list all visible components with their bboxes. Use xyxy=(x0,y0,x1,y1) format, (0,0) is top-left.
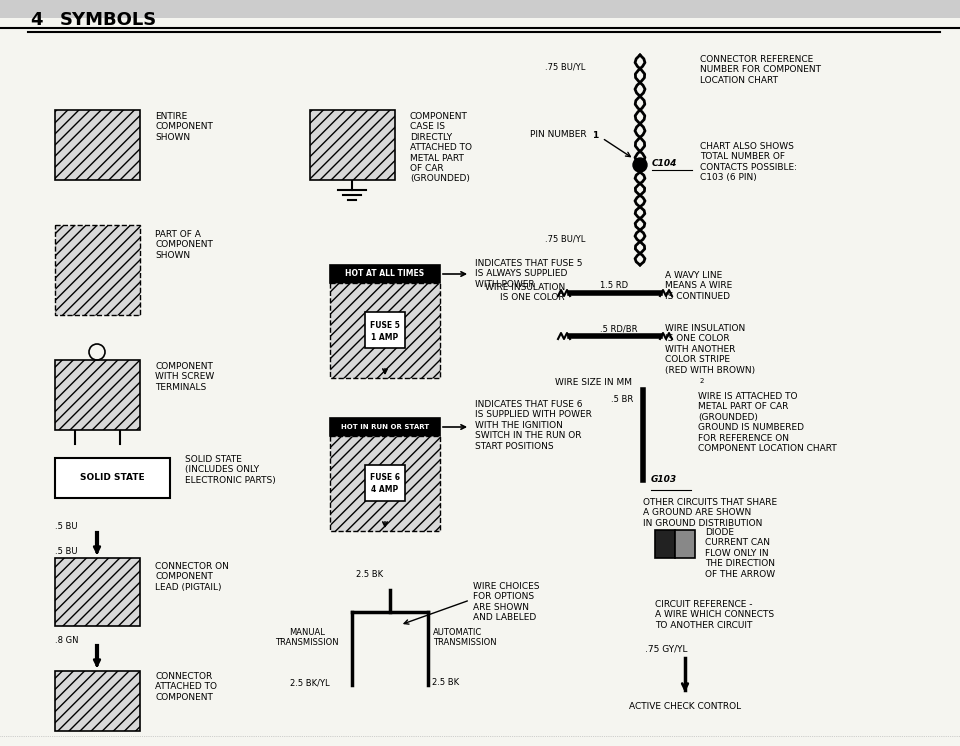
Text: COMPONENT
WITH SCREW
TERMINALS: COMPONENT WITH SCREW TERMINALS xyxy=(155,362,214,392)
Text: SYMBOLS: SYMBOLS xyxy=(60,11,157,29)
Text: SOLID STATE: SOLID STATE xyxy=(80,474,144,483)
Text: .8 GN: .8 GN xyxy=(55,636,79,645)
Text: .5 RD/BR: .5 RD/BR xyxy=(600,324,637,333)
Text: MANUAL
TRANSMISSION: MANUAL TRANSMISSION xyxy=(276,628,339,648)
Text: 1.5 RD: 1.5 RD xyxy=(600,281,628,290)
Text: OTHER CIRCUITS THAT SHARE
A GROUND ARE SHOWN
IN GROUND DISTRIBUTION: OTHER CIRCUITS THAT SHARE A GROUND ARE S… xyxy=(643,498,778,528)
Text: C104: C104 xyxy=(652,158,678,168)
Bar xyxy=(365,465,405,501)
Bar xyxy=(55,558,140,626)
Text: HOT IN RUN OR START: HOT IN RUN OR START xyxy=(341,424,429,430)
Text: WIRE INSULATION
IS ONE COLOR
WITH ANOTHER
COLOR STRIPE
(RED WITH BROWN): WIRE INSULATION IS ONE COLOR WITH ANOTHE… xyxy=(665,324,756,374)
Text: PIN NUMBER: PIN NUMBER xyxy=(530,130,587,139)
Text: WIRE IS ATTACHED TO
METAL PART OF CAR
(GROUNDED)
GROUND IS NUMBERED
FOR REFERENC: WIRE IS ATTACHED TO METAL PART OF CAR (G… xyxy=(698,392,837,453)
Circle shape xyxy=(633,158,647,172)
Text: CHART ALSO SHOWS
TOTAL NUMBER OF
CONTACTS POSSIBLE:
C103 (6 PIN): CHART ALSO SHOWS TOTAL NUMBER OF CONTACT… xyxy=(700,142,797,182)
Bar xyxy=(365,312,405,348)
Text: WIRE SIZE IN MM: WIRE SIZE IN MM xyxy=(555,378,632,387)
Text: AUTOMATIC
TRANSMISSION: AUTOMATIC TRANSMISSION xyxy=(433,628,496,648)
Bar xyxy=(330,265,440,283)
Text: 1 AMP: 1 AMP xyxy=(372,333,398,342)
Text: FUSE 6: FUSE 6 xyxy=(370,474,400,483)
Text: 1: 1 xyxy=(591,131,598,140)
Text: .75 BU/YL: .75 BU/YL xyxy=(544,62,585,71)
Text: 2.5 BK: 2.5 BK xyxy=(356,570,384,579)
Text: CONNECTOR REFERENCE
NUMBER FOR COMPONENT
LOCATION CHART: CONNECTOR REFERENCE NUMBER FOR COMPONENT… xyxy=(700,55,821,85)
Text: INDICATES THAT FUSE 5
IS ALWAYS SUPPLIED
WITH POWER: INDICATES THAT FUSE 5 IS ALWAYS SUPPLIED… xyxy=(475,259,583,289)
Bar xyxy=(330,436,440,531)
Text: .5 BR: .5 BR xyxy=(611,395,633,404)
Text: 4: 4 xyxy=(30,11,42,29)
Bar xyxy=(310,110,395,180)
Text: WIRE INSULATION
IS ONE COLOR: WIRE INSULATION IS ONE COLOR xyxy=(485,283,565,302)
Text: CONNECTOR
ATTACHED TO
COMPONENT: CONNECTOR ATTACHED TO COMPONENT xyxy=(155,672,217,702)
Text: FUSE 5: FUSE 5 xyxy=(370,321,400,330)
Text: .75 GY/YL: .75 GY/YL xyxy=(645,645,687,654)
Text: G103: G103 xyxy=(651,475,677,484)
Text: 4 AMP: 4 AMP xyxy=(372,486,398,495)
Bar xyxy=(55,360,140,430)
Text: DIODE
CURRENT CAN
FLOW ONLY IN
THE DIRECTION
OF THE ARROW: DIODE CURRENT CAN FLOW ONLY IN THE DIREC… xyxy=(705,528,775,579)
Bar xyxy=(55,671,140,731)
Text: WIRE CHOICES
FOR OPTIONS
ARE SHOWN
AND LABELED: WIRE CHOICES FOR OPTIONS ARE SHOWN AND L… xyxy=(473,582,540,622)
Text: A WAVY LINE
MEANS A WIRE
IS CONTINUED: A WAVY LINE MEANS A WIRE IS CONTINUED xyxy=(665,271,732,301)
Bar xyxy=(330,283,440,378)
Text: .75 BU/YL: .75 BU/YL xyxy=(544,235,585,244)
Text: ACTIVE CHECK CONTROL: ACTIVE CHECK CONTROL xyxy=(629,702,741,711)
Text: 2.5 BK: 2.5 BK xyxy=(432,678,459,687)
Bar xyxy=(55,225,140,315)
Bar xyxy=(55,110,140,180)
Bar xyxy=(675,530,695,558)
Text: .5 BU: .5 BU xyxy=(55,547,78,556)
Text: PART OF A
COMPONENT
SHOWN: PART OF A COMPONENT SHOWN xyxy=(155,230,213,260)
Bar xyxy=(0,0,960,18)
Text: CIRCUIT REFERENCE -
A WIRE WHICH CONNECTS
TO ANOTHER CIRCUIT: CIRCUIT REFERENCE - A WIRE WHICH CONNECT… xyxy=(655,600,774,630)
Text: 2: 2 xyxy=(700,378,705,384)
Bar xyxy=(330,418,440,436)
Text: SOLID STATE
(INCLUDES ONLY
ELECTRONIC PARTS): SOLID STATE (INCLUDES ONLY ELECTRONIC PA… xyxy=(185,455,276,485)
Text: CONNECTOR ON
COMPONENT
LEAD (PIGTAIL): CONNECTOR ON COMPONENT LEAD (PIGTAIL) xyxy=(155,562,228,592)
Text: INDICATES THAT FUSE 6
IS SUPPLIED WITH POWER
WITH THE IGNITION
SWITCH IN THE RUN: INDICATES THAT FUSE 6 IS SUPPLIED WITH P… xyxy=(475,400,592,451)
Text: COMPONENT
CASE IS
DIRECTLY
ATTACHED TO
METAL PART
OF CAR
(GROUNDED): COMPONENT CASE IS DIRECTLY ATTACHED TO M… xyxy=(410,112,472,184)
Text: HOT AT ALL TIMES: HOT AT ALL TIMES xyxy=(346,269,424,278)
Bar xyxy=(655,530,675,558)
Text: 2.5 BK/YL: 2.5 BK/YL xyxy=(290,678,330,687)
Text: .5 BU: .5 BU xyxy=(55,522,78,531)
Bar xyxy=(55,458,170,498)
Text: ENTIRE
COMPONENT
SHOWN: ENTIRE COMPONENT SHOWN xyxy=(155,112,213,142)
